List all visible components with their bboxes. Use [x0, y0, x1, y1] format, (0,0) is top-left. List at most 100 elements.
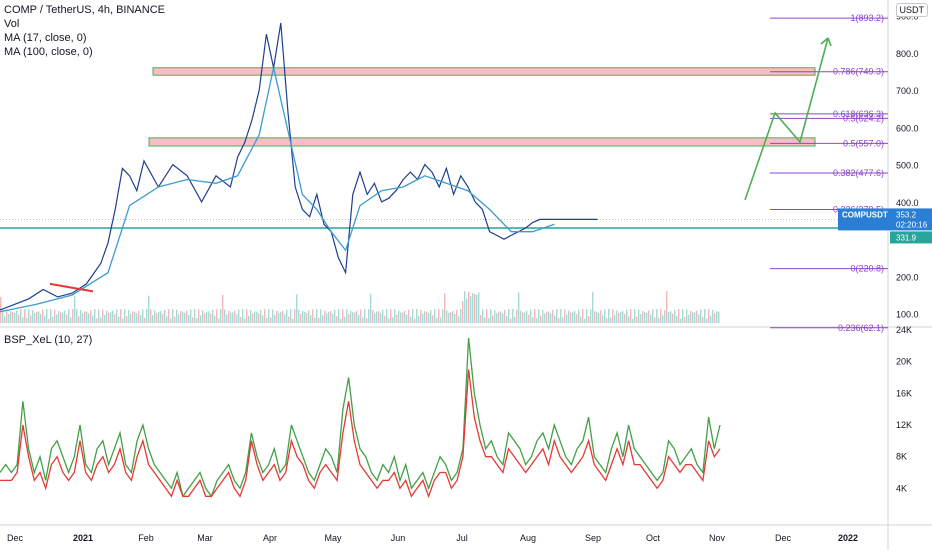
study-ma-17: MA (17, close, 0) [4, 32, 87, 44]
y-tick-label: 100.0 [896, 310, 919, 320]
volume-bar [16, 310, 18, 323]
volume-bar [714, 313, 716, 323]
volume-bar [388, 318, 390, 323]
fib-level-label: 0(220.8) [850, 264, 884, 274]
volume-bar [700, 309, 702, 323]
volume-bar [608, 309, 610, 323]
study-ma-100: MA (100, close, 0) [4, 46, 93, 58]
volume-bar [468, 291, 470, 323]
volume-bar [664, 310, 666, 323]
volume-bar [162, 313, 164, 323]
volume-bar [8, 314, 10, 323]
volume-bar [386, 309, 388, 323]
volume-bar [652, 309, 654, 323]
volume-bar [108, 312, 110, 323]
volume-bar [220, 309, 222, 323]
fib-level-label: 0.618(636.3) [833, 109, 884, 119]
volume-bar [500, 311, 502, 323]
volume-bar [686, 309, 688, 323]
volume-bar [154, 310, 156, 323]
volume-bar [52, 316, 54, 323]
volume-bar [204, 313, 206, 323]
volume-bar [506, 316, 508, 323]
volume-bar [210, 313, 212, 323]
volume-bar [522, 312, 524, 323]
volume-bar [72, 309, 74, 323]
volume-bar [582, 309, 584, 323]
volume-bar [88, 313, 90, 323]
y-tick-label: 600.0 [896, 123, 919, 133]
volume-bar [168, 309, 170, 323]
volume-bar [542, 310, 544, 323]
volume-bar [616, 310, 618, 323]
volume-bar [360, 309, 362, 323]
volume-bar [666, 291, 668, 323]
volume-bar [124, 309, 126, 323]
volume-bar [156, 312, 158, 323]
volume-bar [634, 309, 636, 323]
volume-bar [418, 316, 420, 323]
volume-bar [504, 309, 506, 323]
currency-badge[interactable]: USDT [895, 3, 928, 17]
volume-bar [212, 309, 214, 323]
low-badge [890, 231, 932, 244]
volume-bar [370, 293, 372, 323]
volume-bar [24, 309, 26, 323]
osc-tick-label: 24K [896, 325, 912, 335]
volume-bar [574, 310, 576, 323]
volume-bar [20, 309, 22, 323]
x-tick-label: Feb [138, 533, 154, 543]
volume-bar [132, 311, 134, 323]
volume-bar [46, 309, 48, 323]
volume-bar [68, 309, 70, 323]
volume-bar [602, 315, 604, 323]
volume-bar [416, 309, 418, 323]
volume-bar [36, 311, 38, 323]
volume-bar [588, 316, 590, 323]
fib-level-label: 0.5(624.2) [843, 113, 884, 123]
volume-bar [598, 313, 600, 323]
volume-bar [312, 309, 314, 323]
volume-bar [486, 309, 488, 323]
volume-bar [492, 315, 494, 323]
volume-bar [100, 317, 102, 323]
volume-bar [284, 314, 286, 323]
volume-bar [596, 311, 598, 323]
volume-bar [102, 309, 104, 323]
volume-bar [682, 309, 684, 323]
volume-bar [672, 313, 674, 323]
volume-bar [390, 309, 392, 323]
volume-bar [564, 309, 566, 323]
volume-bar [518, 292, 520, 323]
y-tick-label: 500.0 [896, 161, 919, 171]
volume-bar [414, 318, 416, 323]
volume-bar [226, 314, 228, 323]
x-tick-label: Dec [775, 533, 792, 543]
fib-level-label: 0.382(477.6) [833, 168, 884, 178]
volume-bar [432, 315, 434, 323]
volume-bar [136, 313, 138, 323]
y-tick-label: 800.0 [896, 49, 919, 59]
volume-bar [180, 310, 182, 323]
volume-bar [338, 309, 340, 323]
volume-bar [660, 309, 662, 323]
resistance-zone [152, 67, 816, 76]
volume-bar [58, 310, 60, 323]
volume-bar [394, 309, 396, 323]
volume-bar [438, 309, 440, 323]
volume-bar [348, 314, 350, 323]
volume-bar [34, 313, 36, 323]
volume-bar [334, 309, 336, 323]
fib-level-label: 1(893.2) [850, 13, 884, 23]
volume-bar [454, 314, 456, 323]
volume-bar [410, 316, 412, 323]
volume-bar [678, 309, 680, 323]
volume-bar [528, 314, 530, 323]
volume-bar [268, 309, 270, 323]
low-value: 331.9 [896, 233, 917, 242]
volume-bar [590, 309, 592, 323]
volume-bar [446, 310, 448, 323]
volume-bar [554, 315, 556, 323]
